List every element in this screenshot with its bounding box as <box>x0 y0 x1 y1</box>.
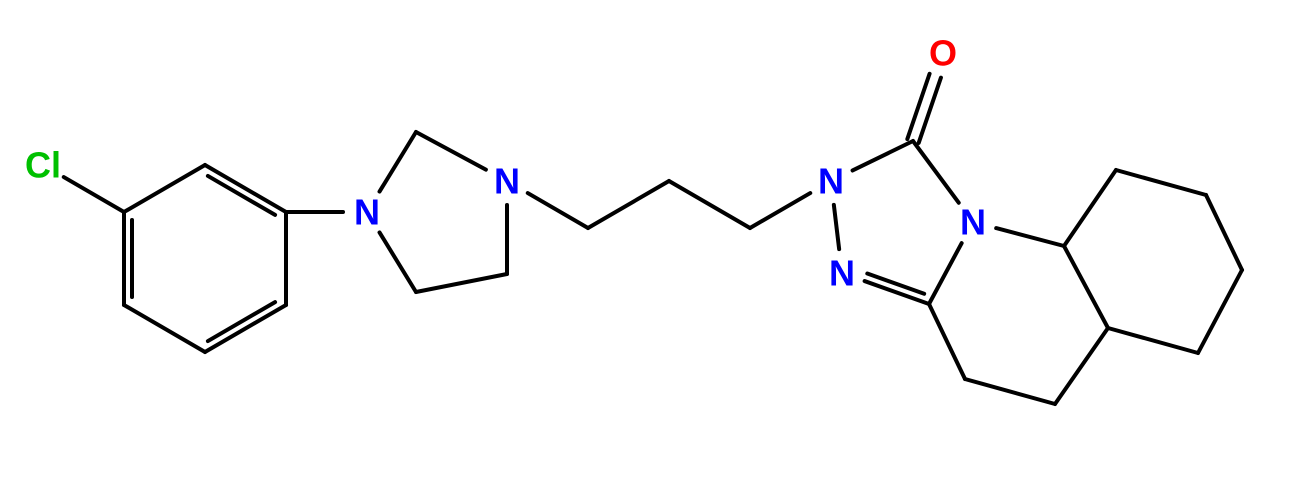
atom-n: N <box>960 202 986 243</box>
atom-n: N <box>494 161 520 202</box>
atom-o: O <box>929 33 957 74</box>
molecule-diagram: Cl N N N N N O <box>0 0 1298 502</box>
atom-n: N <box>354 192 380 233</box>
atom-n: N <box>818 161 844 202</box>
atom-cl: Cl <box>25 145 61 186</box>
atom-n: N <box>829 253 855 294</box>
molecule-svg: Cl N N N N N O <box>0 0 1298 502</box>
